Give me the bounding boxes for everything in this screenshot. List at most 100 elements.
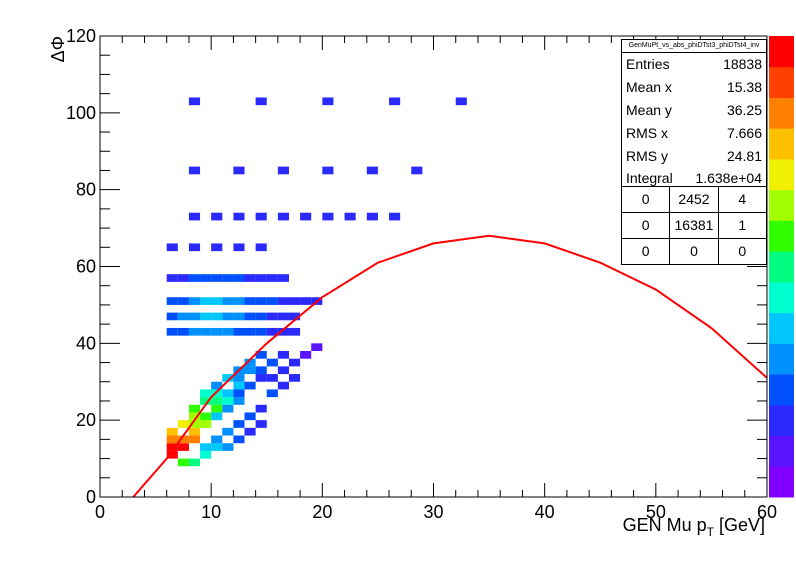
heatmap-cell	[211, 328, 222, 336]
heatmap-cell	[278, 274, 289, 282]
heatmap-cell	[189, 459, 200, 467]
heatmap-cell	[256, 243, 267, 251]
heatmap-cell	[233, 274, 244, 282]
heatmap-cell	[167, 328, 178, 336]
colorbar-segment	[769, 159, 794, 190]
heatmap-cell	[267, 274, 278, 282]
heatmap-cell	[178, 297, 189, 305]
stats-title: GenMuPt_vs_abs_phiDTst3_phiDTst4_inv	[622, 40, 766, 53]
heatmap-cell	[278, 297, 289, 305]
heatmap-cell	[233, 420, 244, 428]
heatmap-cell	[189, 313, 200, 321]
heatmap-cell	[200, 297, 211, 305]
heatmap-cell	[278, 167, 289, 175]
y-axis-label: ΔΦ	[48, 36, 68, 62]
heatmap-cell	[233, 397, 244, 405]
heatmap-cell	[256, 274, 267, 282]
heatmap-cell	[256, 313, 267, 321]
colorbar-segment	[769, 343, 794, 374]
heatmap-cell	[300, 351, 311, 359]
y-tick-label: 60	[76, 257, 96, 277]
heatmap-cell	[211, 436, 222, 444]
heatmap-cell	[233, 297, 244, 305]
x-tick-label: 0	[95, 502, 105, 522]
heatmap-cell	[211, 443, 222, 451]
colorbar-segment	[769, 190, 794, 221]
quadrant-row: 0 16381 1	[622, 213, 766, 239]
quadrant-row: 0 2452 4	[622, 187, 766, 213]
x-tick-label: 30	[423, 502, 443, 522]
heatmap-cell	[167, 274, 178, 282]
heatmap-cell	[278, 382, 289, 390]
heatmap-cell	[222, 443, 233, 451]
heatmap-cell	[211, 313, 222, 321]
heatmap-cell	[233, 313, 244, 321]
heatmap-cell	[211, 397, 222, 405]
heatmap-cell	[211, 405, 222, 413]
heatmap-cell	[245, 366, 256, 374]
heatmap-cell	[289, 374, 300, 382]
heatmap-cell	[322, 167, 333, 175]
heatmap-cell	[256, 420, 267, 428]
stats-row: RMS x 7.666	[622, 122, 766, 145]
quadrant-cell: 16381	[670, 213, 718, 238]
heatmap-cell	[256, 374, 267, 382]
heatmap-cell	[322, 97, 333, 105]
quadrant-cell: 0	[622, 213, 670, 238]
stats-label: RMS x	[626, 122, 668, 145]
heatmap-cell	[211, 274, 222, 282]
heatmap-cell	[233, 328, 244, 336]
stats-box: GenMuPt_vs_abs_phiDTst3_phiDTst4_inv Ent…	[621, 39, 767, 265]
heatmap-cell	[256, 405, 267, 413]
heatmap-cell	[200, 412, 211, 420]
heatmap-cell	[222, 389, 233, 397]
y-tick-label: 100	[66, 103, 96, 123]
heatmap-cell	[167, 243, 178, 251]
heatmap-cell	[200, 313, 211, 321]
stats-label: Entries	[626, 53, 670, 76]
quadrant-cell: 2452	[670, 187, 718, 212]
heatmap-cell	[200, 420, 211, 428]
heatmap-cell	[178, 328, 189, 336]
heatmap-cell	[189, 243, 200, 251]
x-tick-label: 40	[535, 502, 555, 522]
heatmap-cell	[245, 297, 256, 305]
heatmap-cell	[167, 297, 178, 305]
stats-label: RMS y	[626, 145, 668, 168]
heatmap-cell	[178, 274, 189, 282]
heatmap-cell	[311, 343, 322, 351]
quadrant-table: 0 2452 4 0 16381 1 0 0 0	[622, 186, 766, 264]
heatmap-cell	[189, 97, 200, 105]
x-tick-label: 10	[201, 502, 221, 522]
y-tick-label: 120	[66, 26, 96, 46]
heatmap-cell	[278, 313, 289, 321]
heatmap-cell	[178, 420, 189, 428]
heatmap-cell	[256, 297, 267, 305]
heatmap-cell	[256, 328, 267, 336]
heatmap-cell	[200, 389, 211, 397]
quadrant-cell: 0	[622, 239, 670, 264]
heatmap-cell	[289, 359, 300, 367]
heatmap-cell	[267, 297, 278, 305]
heatmap-cell	[189, 405, 200, 413]
heatmap-cell	[256, 97, 267, 105]
heatmap-cell	[233, 167, 244, 175]
quadrant-cell: 0	[719, 239, 766, 264]
heatmap-cell	[245, 382, 256, 390]
heatmap-cell	[278, 366, 289, 374]
heatmap-cell	[233, 243, 244, 251]
colorbar-segment	[769, 466, 794, 497]
heatmap-cell	[233, 389, 244, 397]
heatmap-cell	[267, 359, 278, 367]
heatmap-cell	[367, 213, 378, 221]
colorbar-segment	[769, 67, 794, 98]
heatmap-cell	[178, 313, 189, 321]
heatmap-cell	[167, 428, 178, 436]
heatmap-cell	[245, 412, 256, 420]
heatmap-cell	[178, 443, 189, 451]
heatmap-cell	[256, 366, 267, 374]
heatmap-cell	[222, 297, 233, 305]
heatmap-cell	[189, 274, 200, 282]
heatmap-cell	[189, 436, 200, 444]
colorbar-segment	[769, 36, 794, 67]
